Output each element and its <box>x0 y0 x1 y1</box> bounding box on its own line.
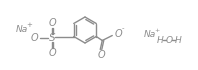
Text: Na: Na <box>16 24 28 34</box>
Text: O: O <box>166 35 173 45</box>
Text: O: O <box>30 33 38 43</box>
Text: O: O <box>49 18 56 28</box>
Text: -: - <box>122 25 125 32</box>
Text: S: S <box>49 33 55 43</box>
Text: H: H <box>157 35 163 45</box>
Text: Na: Na <box>144 29 156 38</box>
Text: O: O <box>49 48 56 58</box>
Text: H: H <box>175 35 181 45</box>
Text: +: + <box>154 28 160 32</box>
Text: +: + <box>26 22 32 28</box>
Text: O: O <box>114 28 122 38</box>
Text: O: O <box>97 49 105 60</box>
